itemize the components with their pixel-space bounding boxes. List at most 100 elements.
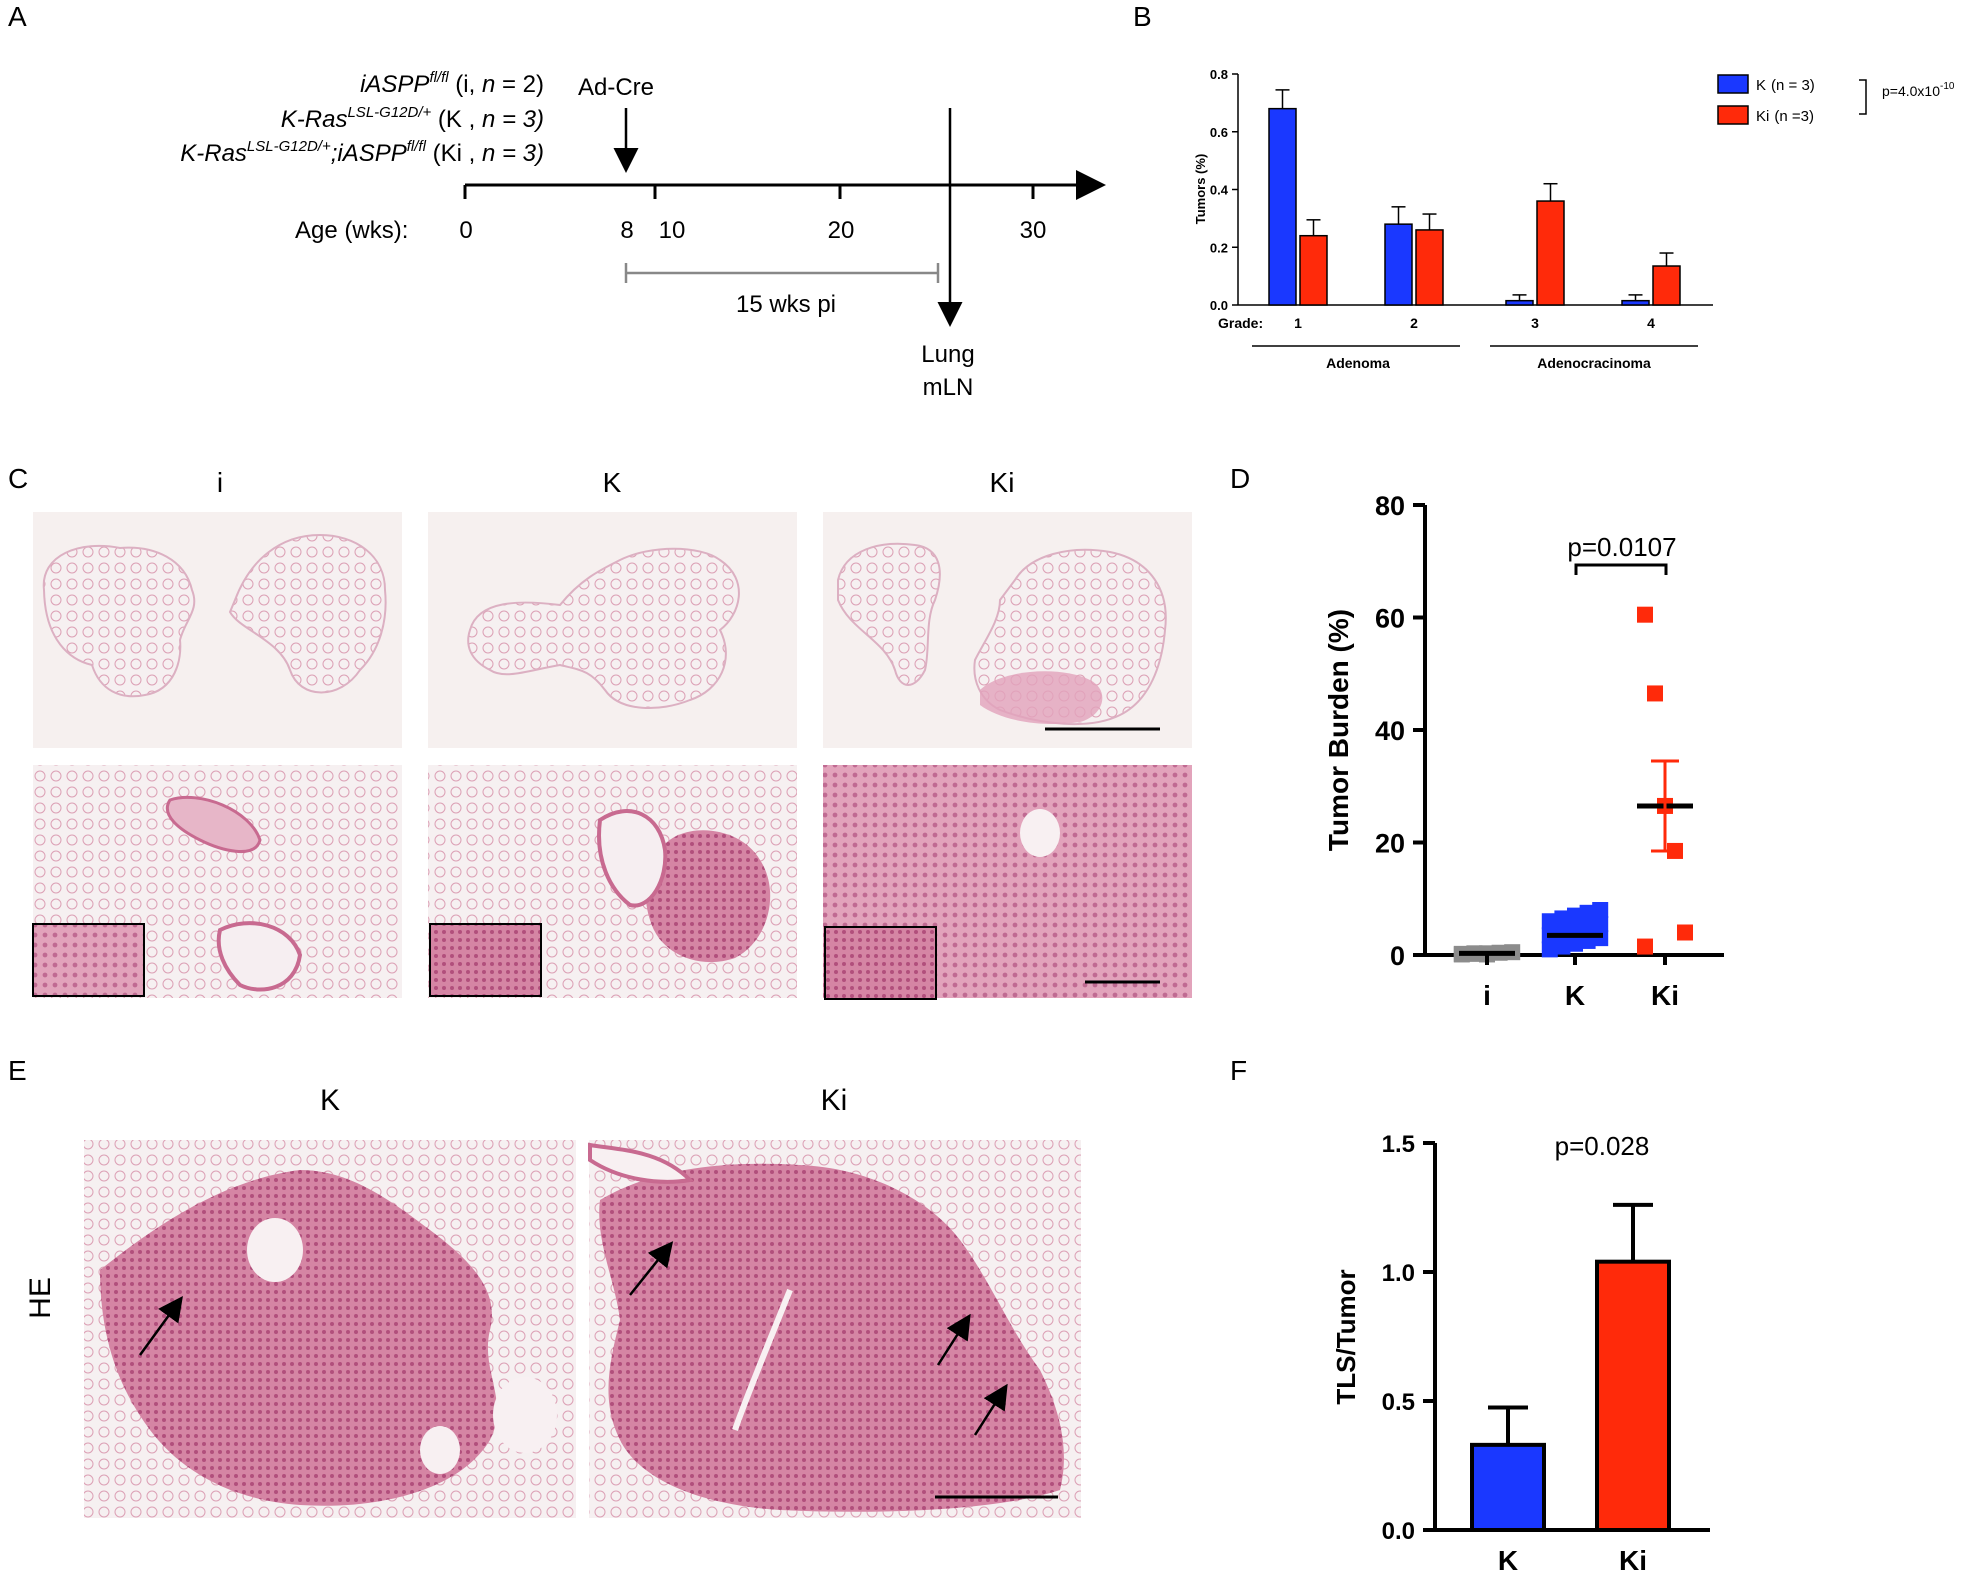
panel-d-ylabel: Tumor Burden (%) (1323, 609, 1354, 851)
panel-e-col-k: K (320, 1084, 340, 1117)
lung-lobe-i-right (228, 533, 387, 694)
panel-d-point-k (1554, 910, 1571, 927)
panel-letter-d: D (1230, 463, 1250, 494)
endpoint-label-mln: mLN (923, 374, 974, 401)
panel-f-xtick-label: Ki (1619, 1545, 1647, 1576)
panel-d-point-k (1567, 935, 1583, 952)
panel-b-xtick-label: 2 (1410, 315, 1418, 331)
panel-d-xtick-label: Ki (1651, 980, 1679, 1011)
tumor-e-ki (599, 1163, 1064, 1512)
legend-label-k: K (n = 3) (1756, 77, 1815, 94)
panel-letter-f: F (1230, 1055, 1247, 1086)
airway-e-k-1 (247, 1218, 303, 1282)
cleft-e-ki (732, 1288, 793, 1431)
panel-b-ytick-label: 0.4 (1210, 183, 1229, 198)
vessel-i (216, 921, 303, 992)
panel-f-xtick-label: K (1498, 1545, 1518, 1576)
panel-d-xtick-label: K (1565, 980, 1585, 1011)
panel-b-xtick-label: 4 (1647, 315, 1655, 331)
panel-f-bars (1470, 1202, 1671, 1533)
panel-d-point-k (1592, 902, 1609, 918)
panel-c-col-ki: Ki (990, 467, 1015, 498)
lung-lobe-i-left (42, 544, 196, 698)
panel-d-point-k (1541, 941, 1558, 958)
arrow-e-ki-3 (973, 1383, 1008, 1436)
panel-d-ytick-label: 80 (1375, 491, 1405, 521)
panel-b-chart: Tumors (%) 0.0 0.2 0.4 0.6 0.8 Grade: 1 2 3 4 A… (1193, 67, 1955, 371)
panel-d-point-k (1579, 918, 1596, 935)
panel-f-chart: TLS/Tumor 0.0 0.5 1.0 1.5 K Ki p=0.028 (1331, 1131, 1710, 1576)
panel-b-ytick-label: 0.6 (1210, 125, 1228, 140)
legend-label-ki: Ki (n =3) (1756, 108, 1814, 125)
panel-d-point-ki (1637, 938, 1653, 955)
panel-b-yticks: 0.0 0.2 0.4 0.6 0.8 (1210, 67, 1238, 313)
panel-d-xtick-label: i (1483, 980, 1491, 1011)
inset-i (32, 923, 145, 997)
panel-letter-a: A (8, 1, 27, 32)
panel-d-point-ki (1637, 606, 1653, 623)
panel-letter-c: C (8, 463, 28, 494)
panel-d-xticks: i K Ki (1483, 955, 1679, 1011)
airway-ki (1020, 809, 1060, 857)
legend-swatch-k (1717, 74, 1749, 94)
genotype-line-1: iASPPfl/fl (i, n = 2) (360, 69, 544, 98)
lung-lobe-k (467, 547, 740, 709)
panel-b-bars (1268, 89, 1681, 306)
panel-c-histology: i K Ki (32, 467, 1192, 1000)
panel-b-group-adenoma: Adenoma (1326, 355, 1390, 371)
panel-b-group-adenocarcinoma: Adenocracinoma (1537, 355, 1651, 371)
panel-b-bar-ki-grade-1 (1299, 234, 1328, 306)
tumor-nodule-k (645, 830, 771, 963)
age-tick-0: 0 (459, 217, 472, 244)
age-tick-20: 20 (828, 217, 855, 244)
ad-cre-label: Ad-Cre (578, 74, 654, 101)
panel-d-point-k (1579, 904, 1596, 921)
panel-f-pvalue: p=0.028 (1555, 1131, 1650, 1161)
panel-f-bar-k (1470, 1442, 1546, 1532)
panel-f-yticks: 0.0 0.5 1.0 1.5 (1382, 1131, 1435, 1545)
arrow-e-k (138, 1295, 183, 1356)
airway-e-k-2 (493, 1377, 557, 1453)
age-axis-label: Age (wks): (295, 217, 408, 244)
panel-b-ytick-label: 0.8 (1210, 67, 1228, 82)
panel-f-ytick-label: 0.0 (1382, 1518, 1415, 1545)
panel-d-point-ki (1677, 924, 1693, 941)
arrow-e-ki-1 (629, 1241, 674, 1296)
panel-d-yticks: 0 20 40 60 80 (1375, 491, 1425, 971)
age-tick-30: 30 (1020, 217, 1047, 244)
panel-f-ylabel: TLS/Tumor (1331, 1269, 1361, 1404)
panel-f-xticks: K Ki (1498, 1545, 1647, 1576)
panel-b-ytick-label: 0.2 (1210, 240, 1228, 255)
panel-d-point-k (1567, 907, 1583, 924)
panel-d-point-ki (1647, 685, 1663, 702)
inset-k (429, 923, 542, 997)
arrow-e-ki-2 (936, 1313, 971, 1366)
airway-k (597, 809, 668, 908)
panel-f-ytick-label: 0.5 (1382, 1389, 1415, 1416)
panel-b-bar-ki-grade-3 (1536, 200, 1565, 306)
panel-b-xtick-label: 3 (1531, 315, 1539, 331)
airway-e-k-3 (420, 1426, 460, 1474)
airway-i (165, 795, 262, 854)
panel-b-bar-k-grade-1 (1268, 107, 1297, 306)
panel-b-grade-prefix: Grade: (1218, 315, 1263, 331)
age-tick-10: 10 (659, 217, 686, 244)
panel-e-histology: K Ki HE (24, 1084, 1081, 1518)
panel-letter-b: B (1133, 1, 1152, 32)
lung-lobe-ki-left (837, 542, 941, 686)
panel-b-bar-k-grade-4 (1621, 299, 1650, 306)
panel-letter-e: E (8, 1055, 27, 1086)
genotype-line-2: K-RasLSL-G12D/+ (K , n = 3) (281, 104, 544, 133)
panel-f-ytick-label: 1.5 (1382, 1131, 1415, 1158)
panel-b-xticks: 1 2 3 4 (1294, 315, 1655, 331)
panel-d-ytick-label: 60 (1375, 604, 1405, 634)
panel-a-timeline: iASPPfl/fl (i, n = 2) K-RasLSL-G12D/+ (K… (180, 69, 1106, 401)
panel-b-bar-ki-grade-4 (1652, 265, 1681, 306)
panel-b-bar-ki-grade-2 (1415, 229, 1444, 306)
interval-label: 15 wks pi (736, 291, 836, 318)
panel-f-bar-ki (1595, 1259, 1671, 1533)
panel-e-row-he: HE (24, 1277, 57, 1319)
inset-ki (824, 926, 937, 1000)
panel-b-bar-k-grade-2 (1384, 223, 1413, 306)
vessel-e-ki (588, 1142, 695, 1184)
